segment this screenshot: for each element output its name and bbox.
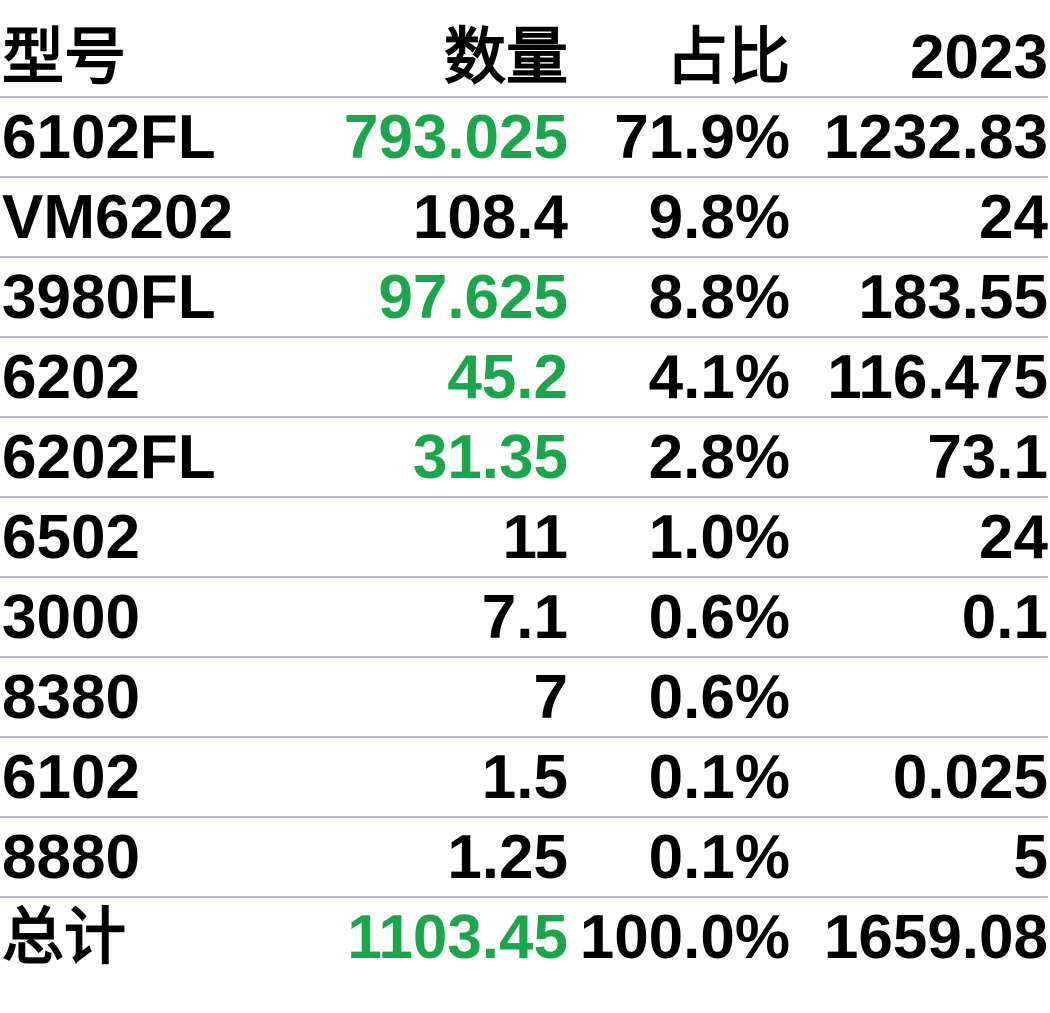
total-label: 总计 [2, 903, 127, 972]
percentage-cell: 2.8% [648, 423, 790, 492]
model-cell: 8880 [2, 823, 140, 892]
value-2023-cell: 116.475 [827, 343, 1048, 412]
table-row: 6102FL 793.025 71.9% 1232.83 [0, 98, 1048, 178]
quantity-cell: 45.2 [447, 343, 568, 412]
table-row: 3980FL 97.625 8.8% 183.55 [0, 258, 1048, 338]
quantity-cell: 1.25 [447, 823, 568, 892]
value-2023-cell: 0.025 [892, 743, 1048, 812]
percentage-cell: 4.1% [648, 343, 790, 412]
table-row: 6102 1.5 0.1% 0.025 [0, 738, 1048, 818]
value-2023-cell: 0.1 [961, 583, 1048, 652]
percentage-cell: 8.8% [648, 263, 790, 332]
model-cell: 6202FL [2, 423, 216, 492]
model-cell: VM6202 [2, 183, 233, 252]
value-2023-cell: 73.1 [927, 423, 1048, 492]
quantity-cell: 108.4 [412, 183, 568, 252]
table-total-row: 总计 1103.45 100.0% 1659.08 [0, 898, 1048, 978]
model-cell: 6102 [2, 743, 140, 812]
total-quantity: 1103.45 [347, 903, 568, 972]
table-row: 6202 45.2 4.1% 116.475 [0, 338, 1048, 418]
quantity-cell: 1.5 [481, 743, 568, 812]
quantity-cell: 11 [502, 503, 568, 572]
header-2023: 2023 [910, 23, 1048, 92]
model-cell: 3000 [2, 583, 140, 652]
value-2023-cell [790, 658, 1048, 736]
table-row: 6502 11 1.0% 24 [0, 498, 1048, 578]
model-cell: 3980FL [2, 263, 216, 332]
value-2023-cell: 5 [1013, 823, 1048, 892]
percentage-cell: 71.9% [614, 103, 790, 172]
percentage-cell: 0.1% [648, 823, 790, 892]
percentage-cell: 0.1% [648, 743, 790, 812]
header-model: 型号 [2, 23, 127, 92]
percentage-cell: 9.8% [648, 183, 790, 252]
table-row: 6202FL 31.35 2.8% 73.1 [0, 418, 1048, 498]
model-cell: 6502 [2, 503, 140, 572]
percentage-cell: 1.0% [648, 503, 790, 572]
quantity-cell: 793.025 [343, 103, 568, 172]
table-row: VM6202 108.4 9.8% 24 [0, 178, 1048, 258]
percentage-cell: 0.6% [648, 583, 790, 652]
model-cell: 6102FL [2, 103, 216, 172]
table-row: 8880 1.25 0.1% 5 [0, 818, 1048, 898]
total-percentage: 100.0% [579, 903, 790, 972]
table-header-row: 型号 数量 占比 2023 [0, 18, 1048, 98]
header-quantity: 数量 [443, 23, 568, 92]
table-row: 3000 7.1 0.6% 0.1 [0, 578, 1048, 658]
header-percentage: 占比 [665, 23, 790, 92]
value-2023-cell: 1232.83 [823, 103, 1048, 172]
model-cell: 8380 [2, 663, 140, 732]
total-2023: 1659.08 [823, 903, 1048, 972]
model-quantity-table: 型号 数量 占比 2023 6102FL 793.025 71.9% 1232.… [0, 18, 1048, 978]
value-2023-cell: 24 [979, 503, 1048, 572]
percentage-cell: 0.6% [648, 663, 790, 732]
quantity-cell: 97.625 [378, 263, 568, 332]
quantity-cell: 7 [533, 663, 568, 732]
table-row: 8380 7 0.6% [0, 658, 1048, 738]
value-2023-cell: 183.55 [858, 263, 1048, 332]
value-2023-cell: 24 [979, 183, 1048, 252]
model-cell: 6202 [2, 343, 140, 412]
quantity-cell: 31.35 [412, 423, 568, 492]
quantity-cell: 7.1 [481, 583, 568, 652]
